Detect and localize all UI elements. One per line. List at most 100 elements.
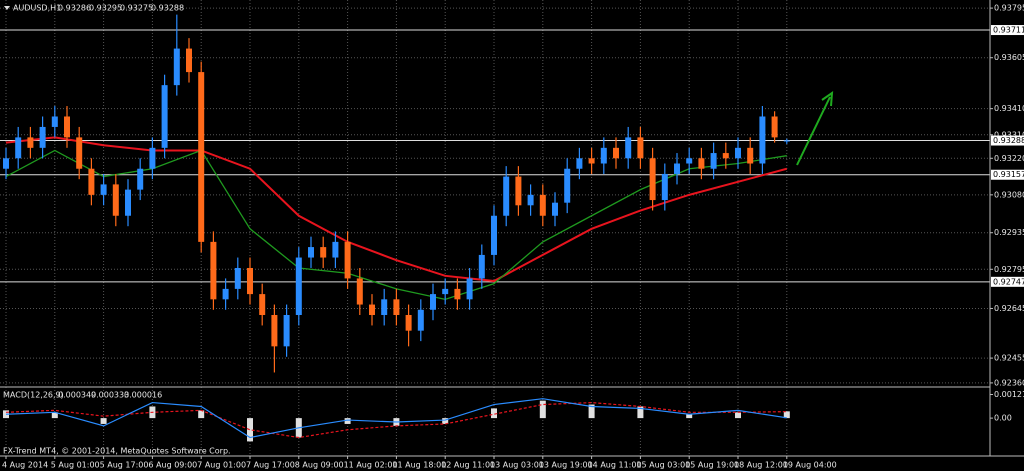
candle-body <box>161 85 168 148</box>
macd-y-tick-label: 0.001217 <box>994 390 1024 399</box>
candle-body <box>186 48 192 73</box>
macd-bar <box>247 418 253 442</box>
candle-body <box>600 147 607 164</box>
candle-body <box>125 189 131 216</box>
bid-line-box <box>991 135 1024 146</box>
level-line-box <box>991 25 1024 36</box>
candle-body <box>222 288 229 300</box>
macd-title: MACD(12,26,9) <box>3 391 64 400</box>
macd-bar <box>491 408 497 419</box>
candle-body <box>234 267 241 289</box>
candle-body <box>405 315 412 331</box>
candle-body <box>527 194 534 206</box>
level-line-label: 0.92747 <box>993 277 1024 286</box>
candle-body <box>381 299 388 315</box>
macd-bar <box>51 412 58 419</box>
y-tick-label: 0.93605 <box>994 53 1024 62</box>
candle-body <box>637 137 644 159</box>
candle-body <box>393 299 400 315</box>
candle-body <box>100 184 107 195</box>
candle-body <box>722 153 729 159</box>
candle-body <box>3 158 9 169</box>
forecast-arrow <box>796 90 834 166</box>
candle-body <box>747 147 754 164</box>
candle-body <box>295 257 302 315</box>
x-tick-label: 7 Aug 17:00 <box>246 461 295 470</box>
x-tick-label: 11 Aug 18:00 <box>392 461 446 470</box>
candle-body <box>564 168 571 203</box>
y-tick-label: 0.93410 <box>994 104 1024 113</box>
candle-body <box>478 254 485 279</box>
candle-body <box>588 158 595 164</box>
macd-y-tick-label: 0.00 <box>994 414 1012 423</box>
level-line-box <box>991 276 1024 287</box>
macd-signal-value: 0.000333 <box>91 391 129 400</box>
moving-average <box>5 136 788 283</box>
footer: FX-Trend MT4, © 2001-2014, MetaQuotes So… <box>3 447 231 456</box>
y-tick-label: 0.92455 <box>994 354 1024 363</box>
candle-body <box>247 267 253 295</box>
x-tick-label: 7 Aug 01:00 <box>197 461 246 470</box>
candle-body <box>308 247 314 258</box>
candle-body <box>552 202 558 216</box>
macd-osma-line <box>5 398 787 439</box>
candle-body <box>430 294 436 310</box>
symbol: AUDUSD,H1 <box>13 4 61 13</box>
y-tick-label: 0.93310 <box>994 130 1024 139</box>
candle-body <box>198 72 205 242</box>
candle-body <box>442 288 449 295</box>
candle-body <box>613 147 619 159</box>
candle-body <box>76 137 83 169</box>
y-tick-label: 0.92360 <box>994 378 1024 387</box>
x-tick-label: 13 Aug 03:00 <box>490 461 544 470</box>
macd-bar <box>100 418 107 424</box>
x-tick-label: 12 Aug 11:00 <box>441 461 495 470</box>
candle-body <box>686 158 693 164</box>
macd-bar <box>198 410 205 419</box>
candle-body <box>137 168 144 190</box>
level-line-box <box>991 169 1024 180</box>
candle-body <box>466 278 473 300</box>
candle-body <box>112 184 119 216</box>
x-tick-label: 14 Aug 11:00 <box>588 461 642 470</box>
candle-body <box>417 309 424 331</box>
menu-icon <box>4 6 10 10</box>
ohlc-high: 0.93295 <box>89 4 122 13</box>
level-line-label: 0.93711 <box>993 26 1024 35</box>
candle-body <box>710 153 717 169</box>
ohlc-low: 0.93275 <box>120 4 153 13</box>
y-tick-label: 0.93080 <box>994 190 1024 199</box>
candle-body <box>51 116 58 127</box>
macd-bar <box>686 414 693 419</box>
candle-body <box>454 288 461 300</box>
x-tick-label: 11 Aug 02:00 <box>344 461 398 470</box>
y-tick-label: 0.92645 <box>994 304 1024 313</box>
candle-body <box>735 147 741 159</box>
x-tick-label: 19 Aug 04:00 <box>783 461 837 470</box>
candle-body <box>173 48 180 86</box>
candle-body <box>783 140 790 142</box>
candle-body <box>210 241 217 300</box>
ohlc-close: 0.93288 <box>151 4 184 13</box>
ohlc-open: 0.93286 <box>58 4 91 13</box>
candle-body <box>283 315 290 347</box>
candle-body <box>625 137 632 159</box>
candle-body <box>771 116 778 138</box>
x-tick-label: 4 Aug 2014 <box>2 461 48 470</box>
candle-body <box>539 194 546 216</box>
x-tick-label: 13 Aug 19:00 <box>539 461 593 470</box>
macd-bar <box>783 411 790 419</box>
x-tick-label: 6 Aug 09:00 <box>148 461 197 470</box>
y-tick-label: 0.92795 <box>994 265 1024 274</box>
candle-body <box>39 126 46 148</box>
macd-bar <box>637 406 644 419</box>
bid-line-label: 0.93288 <box>993 136 1024 145</box>
x-tick-label: 18 Aug 12:00 <box>734 461 788 470</box>
candle-body <box>491 215 497 255</box>
macd-bar <box>588 404 595 419</box>
candle-body <box>674 163 680 174</box>
candle-body <box>27 137 34 148</box>
y-tick-label: 0.93795 <box>994 4 1024 13</box>
